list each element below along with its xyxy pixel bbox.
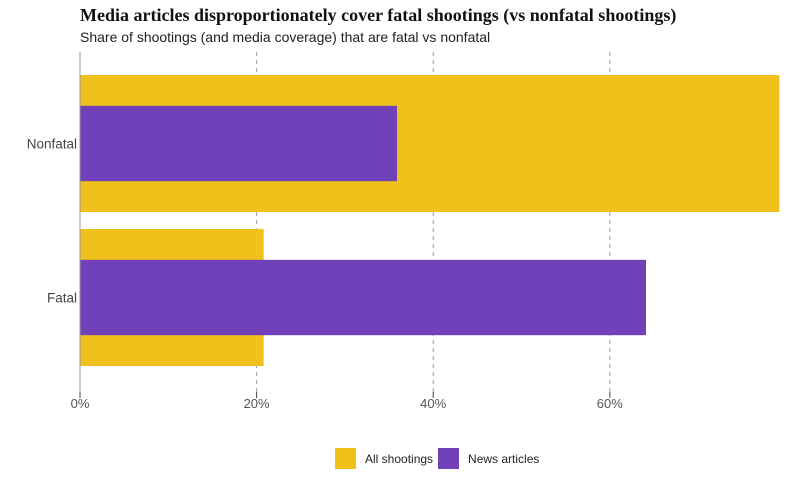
legend-label: All shootings (365, 451, 434, 466)
chart-title: Media articles disproportionately cover … (80, 5, 677, 25)
legend-swatch-news-articles (438, 448, 460, 469)
y-category-label: Fatal (47, 291, 77, 306)
legend: All shootings News articles (335, 448, 540, 469)
legend-item-all-shootings[interactable]: All shootings (335, 448, 437, 469)
chart-subtitle: Share of shootings (and media coverage) … (80, 29, 491, 45)
legend-item-news-articles[interactable]: News articles (438, 448, 539, 469)
legend-swatch-all-shootings (335, 448, 356, 469)
x-tick-label: 20% (244, 396, 270, 411)
bar-news-articles-fatal (80, 259, 647, 336)
x-tick-label: 0% (71, 396, 90, 411)
legend-label: News articles (468, 451, 540, 466)
bar-news-articles-nonfatal (80, 105, 397, 182)
x-tick-label: 40% (420, 396, 446, 411)
y-category-label: Nonfatal (27, 137, 77, 152)
x-tick-label: 60% (597, 396, 623, 411)
